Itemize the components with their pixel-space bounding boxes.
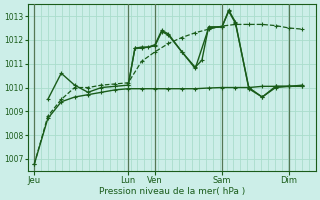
X-axis label: Pression niveau de la mer( hPa ): Pression niveau de la mer( hPa ) [99, 187, 245, 196]
